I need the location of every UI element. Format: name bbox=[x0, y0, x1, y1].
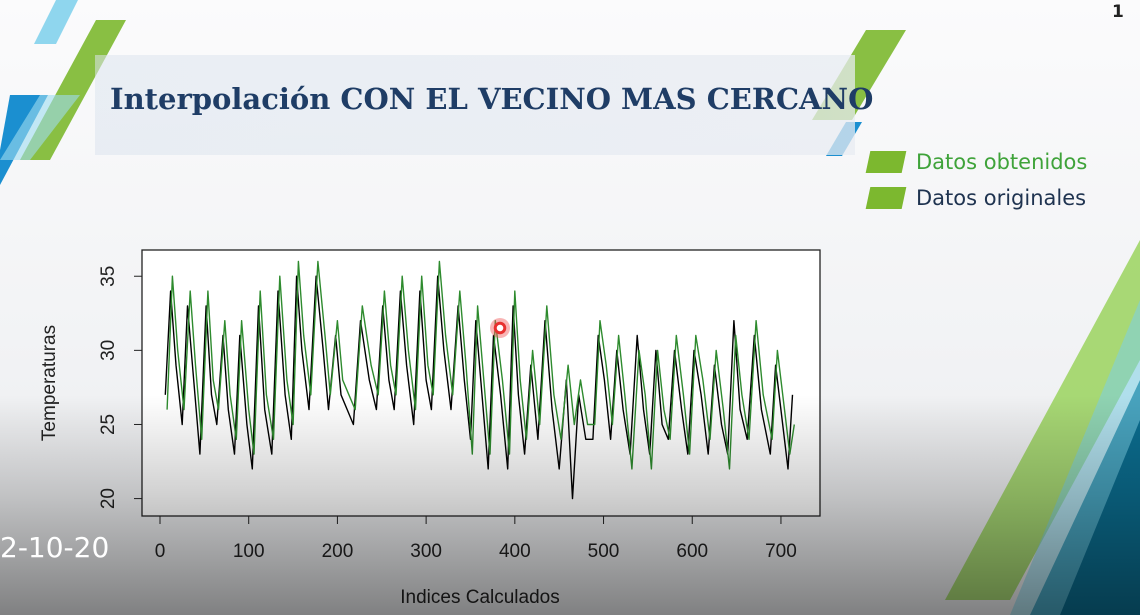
legend-label-obtenidos: Datos obtenidos bbox=[916, 150, 1088, 174]
series-line-obtenidos bbox=[166, 260, 795, 470]
deco-corner-green bbox=[945, 240, 1140, 600]
deco-stripe-light-left bbox=[0, 95, 80, 160]
y-tick-label: 25 bbox=[98, 414, 119, 435]
title-band bbox=[95, 55, 855, 155]
y-tick-label: 30 bbox=[98, 340, 119, 361]
x-axis: 0 100 200 300 400 500 600 700 bbox=[155, 515, 797, 562]
page-number: 1 bbox=[1112, 2, 1124, 22]
series-line-originales bbox=[164, 275, 794, 500]
y-tick-label: 35 bbox=[98, 266, 119, 287]
legend-item-originales: Datos originales bbox=[865, 180, 1087, 216]
legend-label-originales: Datos originales bbox=[916, 186, 1087, 210]
deco-stripe-light-blue-top bbox=[34, 0, 78, 44]
plot-lines bbox=[164, 260, 795, 500]
x-tick-label: 700 bbox=[765, 541, 797, 562]
x-axis-label: Indices Calculados bbox=[400, 587, 559, 608]
deco-corner-lightblue bbox=[1010, 300, 1140, 615]
y-axis-label: Temperaturas bbox=[39, 325, 60, 441]
y-axis: 20 25 30 35 bbox=[98, 266, 142, 509]
legend-item-obtenidos: Datos obtenidos bbox=[865, 144, 1088, 180]
date-overlay: 2-10-20 bbox=[0, 531, 110, 564]
legend: Datos obtenidos Datos originales bbox=[865, 144, 1088, 216]
x-tick-label: 500 bbox=[588, 541, 620, 562]
slide-title: Interpolación CON EL VECINO MAS CERCANO bbox=[110, 82, 874, 116]
x-tick-label: 600 bbox=[676, 541, 708, 562]
y-tick-label: 20 bbox=[98, 488, 119, 509]
x-tick-label: 300 bbox=[410, 541, 442, 562]
x-tick-label: 100 bbox=[233, 541, 265, 562]
x-tick-label: 400 bbox=[499, 541, 531, 562]
x-tick-label: 200 bbox=[322, 541, 354, 562]
mouse-cursor-indicator bbox=[490, 318, 510, 338]
x-tick-label: 0 bbox=[155, 541, 166, 562]
